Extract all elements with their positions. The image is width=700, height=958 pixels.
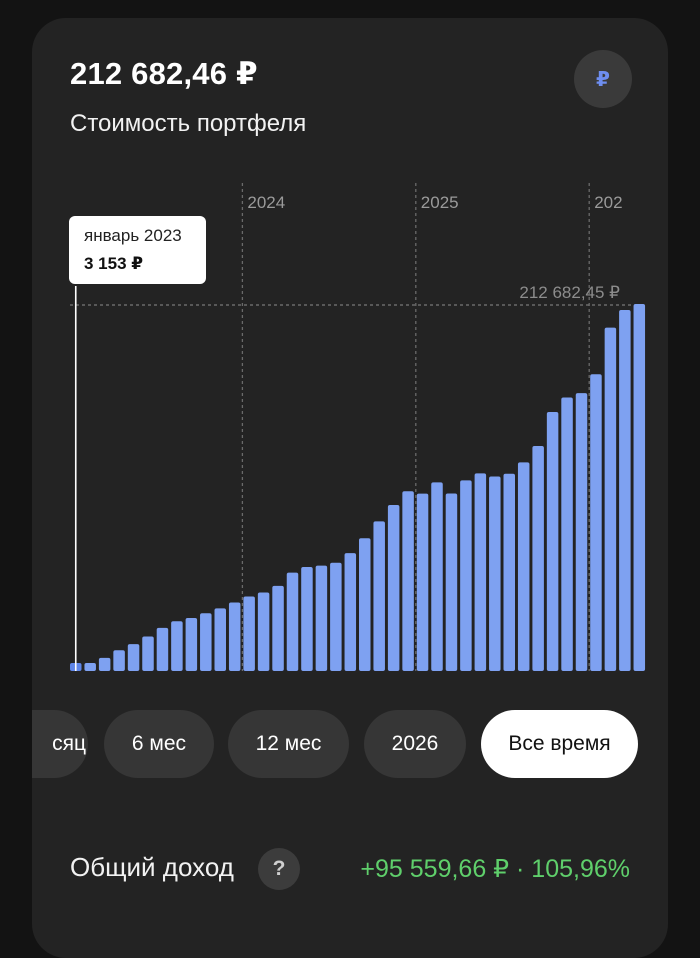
- portfolio-chart[interactable]: 2024 2025 202 212 682,45 ₽: [32, 178, 668, 678]
- chart-bar[interactable]: [416, 493, 429, 671]
- chart-bar[interactable]: [517, 462, 530, 671]
- chart-bar[interactable]: [561, 397, 573, 671]
- chart-bar[interactable]: [84, 663, 96, 671]
- year-label: 2025: [421, 193, 459, 212]
- period-chip-all-time[interactable]: Все время: [481, 710, 638, 778]
- chart-bar[interactable]: [156, 627, 169, 671]
- chart-bar[interactable]: [575, 393, 588, 671]
- chart-bar[interactable]: [503, 473, 516, 671]
- portfolio-value: 212 682,46 ₽: [70, 56, 258, 91]
- chart-bar[interactable]: [633, 304, 646, 671]
- period-chip-6m[interactable]: 6 мес: [104, 710, 214, 778]
- chart-bar[interactable]: [445, 493, 458, 671]
- chart-bar[interactable]: [590, 374, 602, 671]
- chart-bar[interactable]: [171, 621, 183, 671]
- chart-bar[interactable]: [402, 491, 414, 671]
- chart-bar[interactable]: [142, 636, 154, 671]
- chart-bar[interactable]: [604, 327, 617, 671]
- tooltip-value: 3 153 ₽: [84, 254, 144, 273]
- ruble-icon: ₽: [596, 68, 610, 91]
- chart-bar[interactable]: [460, 480, 472, 671]
- chart-bar[interactable]: [315, 565, 328, 671]
- year-label: 2024: [247, 193, 285, 212]
- tooltip-date: январь 2023: [84, 226, 182, 245]
- chart-bar[interactable]: [257, 592, 270, 671]
- chart-bar[interactable]: [330, 562, 342, 671]
- chart-bar[interactable]: [214, 608, 227, 671]
- period-chip-12m[interactable]: 12 мес: [228, 710, 349, 778]
- chart-bar[interactable]: [532, 445, 544, 671]
- chart-bar[interactable]: [127, 644, 140, 671]
- chart-bar[interactable]: [243, 596, 255, 671]
- chart-bar[interactable]: [113, 650, 125, 671]
- chart-bar[interactable]: [489, 476, 501, 671]
- chart-bar[interactable]: [474, 473, 487, 671]
- chart-bar[interactable]: [98, 657, 111, 671]
- portfolio-title: Стоимость портфеля: [70, 110, 307, 137]
- chart-bar[interactable]: [619, 310, 631, 671]
- chart-bar[interactable]: [344, 553, 357, 671]
- chart-bar[interactable]: [431, 482, 443, 671]
- chart-bar[interactable]: [387, 504, 400, 671]
- chart-bar[interactable]: [200, 613, 212, 671]
- chart-bar[interactable]: [185, 618, 198, 671]
- total-income-label: Общий доход: [70, 852, 234, 882]
- period-chip-month[interactable]: сяц: [32, 710, 88, 778]
- chart-bar[interactable]: [228, 602, 241, 671]
- chart-tooltip: январь 2023 3 153 ₽: [69, 216, 206, 284]
- period-chip-2026[interactable]: 2026: [364, 710, 466, 778]
- chart-bar[interactable]: [373, 521, 385, 671]
- total-income-value: +95 559,66 ₽ · 105,96%: [360, 855, 630, 883]
- max-value-label: 212 682,45 ₽: [519, 283, 620, 302]
- chart-bar[interactable]: [272, 585, 284, 671]
- help-icon[interactable]: ?: [258, 848, 300, 890]
- period-selector: сяц 6 мес 12 мес 2026 Все время: [32, 710, 668, 778]
- portfolio-card: 212 682,46 ₽ Стоимость портфеля ₽ 2024 20…: [32, 18, 668, 958]
- currency-toggle-button[interactable]: ₽: [574, 50, 632, 108]
- chart-bar[interactable]: [286, 572, 299, 671]
- chart-bar[interactable]: [359, 538, 371, 671]
- chart-bar[interactable]: [301, 566, 313, 671]
- chart-bar[interactable]: [546, 411, 559, 671]
- year-label: 202: [594, 193, 622, 212]
